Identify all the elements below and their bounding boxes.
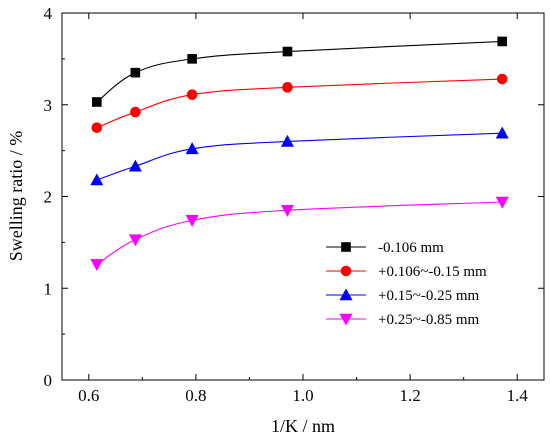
- series-4: [90, 196, 509, 272]
- legend-marker: [341, 242, 351, 252]
- data-point: [128, 159, 142, 172]
- legend-item: -0.106 mm: [326, 240, 444, 256]
- legend-marker: [340, 265, 352, 277]
- data-point: [495, 196, 509, 209]
- y-tick-label: 3: [44, 96, 53, 115]
- series-2: [91, 73, 508, 133]
- x-axis-title: 1/K / nm: [271, 416, 335, 436]
- data-point: [185, 142, 199, 155]
- data-point: [496, 73, 508, 85]
- series-line: [96, 78, 503, 129]
- x-tick-label: 1.2: [399, 386, 420, 405]
- x-axis: 0.6 0.8 1.0 1.2 1.4: [78, 13, 528, 405]
- data-point: [186, 89, 198, 100]
- legend-label: +0.25~-0.85 mm: [378, 312, 479, 328]
- data-point: [90, 259, 104, 272]
- x-tick-label: 1.0: [292, 386, 313, 405]
- data-point: [280, 204, 294, 217]
- series-3: [90, 126, 509, 186]
- data-point: [495, 126, 509, 139]
- data-point: [90, 173, 104, 186]
- y-tick-label: 2: [44, 188, 53, 207]
- legend-label: -0.106 mm: [378, 240, 444, 256]
- x-tick-label: 0.8: [185, 386, 206, 405]
- legend-label: +0.106~-0.15 mm: [378, 264, 487, 280]
- series-line: [96, 201, 503, 265]
- data-point: [185, 215, 199, 227]
- y-tick-label: 4: [44, 4, 53, 23]
- y-tick-label: 0: [44, 371, 53, 390]
- data-point: [91, 122, 103, 133]
- legend-marker: [339, 313, 353, 326]
- data-point: [282, 82, 293, 93]
- data-point: [187, 54, 197, 64]
- data-point: [128, 234, 142, 247]
- series-line: [96, 40, 503, 103]
- data-point: [280, 134, 294, 147]
- y-tick-label: 1: [44, 279, 53, 298]
- legend-marker: [339, 288, 353, 301]
- x-tick-label: 0.6: [78, 386, 99, 405]
- series-line: [96, 132, 503, 181]
- x-tick-label: 1.4: [507, 386, 529, 405]
- y-axis-title: Swelling ratio / %: [6, 131, 26, 261]
- legend-item: +0.15~-0.25 mm: [326, 288, 479, 304]
- data-point: [497, 36, 508, 47]
- legend-label: +0.15~-0.25 mm: [378, 288, 479, 304]
- series-1: [92, 36, 508, 107]
- legend-item: +0.25~-0.85 mm: [326, 312, 479, 328]
- legend-item: +0.106~-0.15 mm: [326, 264, 487, 280]
- data-point: [130, 106, 141, 118]
- data-point: [130, 67, 141, 78]
- series-layer: [90, 36, 509, 272]
- y-axis: 0 1 2 3 4: [44, 4, 544, 390]
- legend: -0.106 mm +0.106~-0.15 mm +0.15~-0.25 mm +0…: [326, 240, 487, 328]
- data-point: [282, 46, 293, 57]
- data-point: [92, 97, 102, 107]
